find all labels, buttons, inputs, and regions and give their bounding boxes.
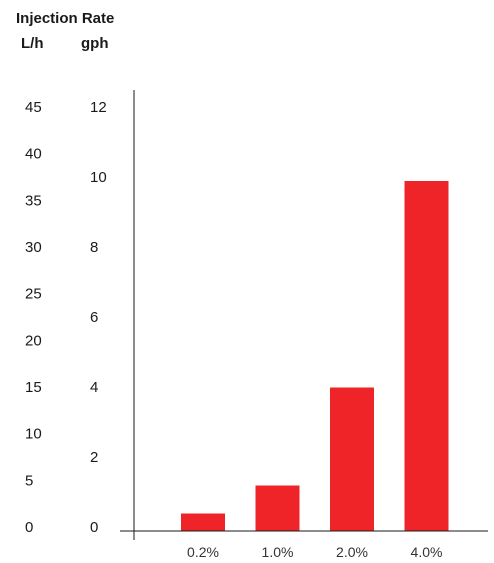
right-axis-tick-label: 8 [90, 239, 98, 256]
bar-1-0pct [255, 485, 300, 531]
category-label: 2.0% [336, 544, 368, 560]
bar-4-0pct [404, 181, 449, 531]
left-axis-tick-label: 30 [25, 239, 42, 256]
left-axis-ticks: 0 5 10 15 20 25 30 35 40 45 [25, 99, 42, 536]
right-axis-tick-label: 12 [90, 99, 107, 116]
right-axis-tick-label: 2 [90, 449, 98, 466]
right-axis-tick-label: 4 [90, 379, 98, 396]
left-axis-unit-label: L/h [21, 35, 44, 52]
right-axis-ticks: 0 2 4 6 8 10 12 [90, 99, 107, 536]
right-axis-unit-label: gph [81, 35, 109, 52]
bar-0-2pct [181, 513, 225, 531]
category-label: 4.0% [411, 544, 443, 560]
right-axis-tick-label: 6 [90, 309, 98, 326]
left-axis-tick-label: 0 [25, 519, 33, 536]
left-axis-tick-label: 45 [25, 99, 42, 116]
category-label: 1.0% [262, 544, 294, 560]
left-axis-tick-label: 5 [25, 472, 33, 489]
chart-title: Injection Rate [16, 10, 115, 27]
bars [181, 181, 449, 531]
bar-2-0pct [330, 387, 374, 531]
left-axis-tick-label: 15 [25, 379, 42, 396]
left-axis-tick-label: 25 [25, 286, 42, 303]
right-axis-tick-label: 10 [90, 169, 107, 186]
right-axis-tick-label: 0 [90, 519, 98, 536]
left-axis-tick-label: 10 [25, 426, 42, 443]
left-axis-tick-label: 40 [25, 146, 42, 163]
left-axis-tick-label: 20 [25, 332, 42, 349]
category-labels: 0.2% 1.0% 2.0% 4.0% [187, 544, 442, 560]
category-label: 0.2% [187, 544, 219, 560]
left-axis-tick-label: 35 [25, 192, 42, 209]
